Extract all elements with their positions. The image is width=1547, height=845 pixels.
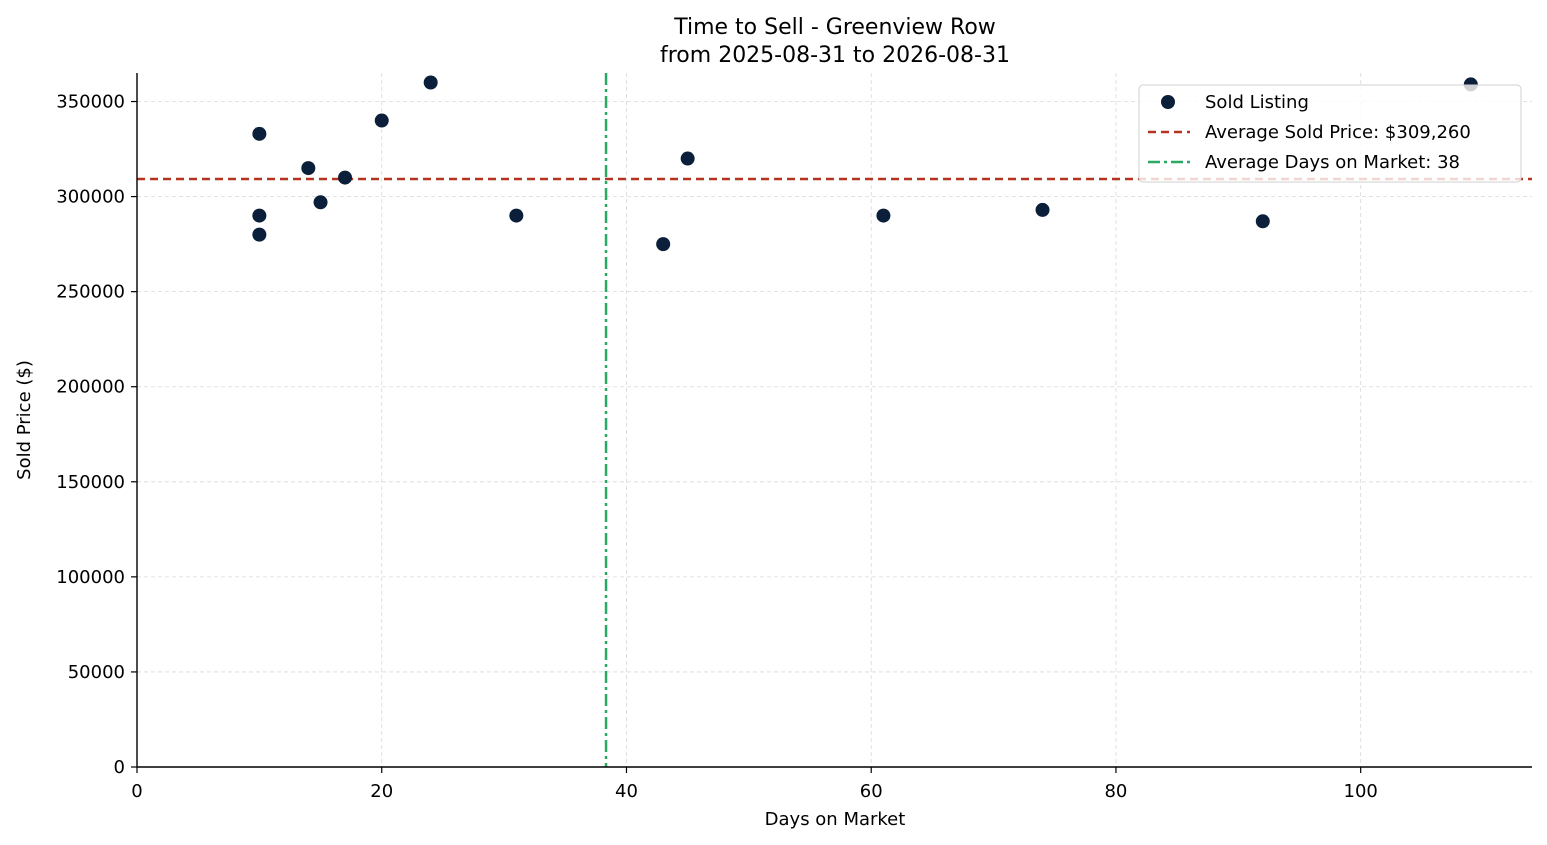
legend: Sold Listing Average Sold Price: $309,26… (1138, 84, 1522, 183)
data-point (423, 75, 438, 90)
x-tick-label: 60 (860, 781, 883, 802)
data-point (252, 227, 267, 242)
y-tick-label: 350000 (56, 92, 125, 113)
data-point (374, 113, 389, 128)
y-tick-label: 300000 (56, 187, 125, 208)
x-tick-label: 0 (131, 781, 142, 802)
legend-label-average-days: Average Days on Market: 38 (1205, 152, 1460, 173)
data-point (656, 237, 671, 252)
y-tick-label: 150000 (56, 472, 125, 493)
x-ticks: 0 20 40 60 80 100 (131, 767, 1378, 802)
y-ticks: 0 50000 100000 150000 200000 250000 300000 3500… (56, 92, 137, 778)
x-tick-label: 20 (370, 781, 393, 802)
data-point (1255, 214, 1270, 229)
data-points (252, 75, 1478, 252)
x-tick-label: 100 (1344, 781, 1378, 802)
x-tick-label: 80 (1104, 781, 1127, 802)
y-tick-label: 250000 (56, 282, 125, 303)
y-tick-label: 0 (114, 757, 125, 778)
data-point (252, 126, 267, 141)
data-point (301, 161, 316, 176)
chart-title-line2: from 2025-08-31 to 2026-08-31 (660, 43, 1010, 68)
data-point (680, 151, 695, 166)
y-tick-label: 100000 (56, 567, 125, 588)
data-point (876, 208, 891, 223)
x-tick-label: 40 (615, 781, 638, 802)
y-tick-label: 200000 (56, 377, 125, 398)
data-point (338, 170, 353, 185)
y-axis-label: Sold Price ($) (14, 360, 35, 480)
data-point (252, 208, 267, 223)
x-axis-label: Days on Market (765, 809, 906, 830)
chart-title-line1: Time to Sell - Greenview Row (673, 15, 996, 40)
legend-marker-sold-listing (1161, 95, 1175, 109)
y-tick-label: 50000 (68, 662, 125, 683)
legend-label-sold-listing: Sold Listing (1205, 92, 1309, 113)
data-point (313, 195, 328, 210)
legend-label-average-price: Average Sold Price: $309,260 (1205, 122, 1471, 143)
data-point (509, 208, 524, 223)
grid (137, 73, 1532, 767)
data-point (1035, 202, 1050, 217)
legend-box (1138, 84, 1522, 183)
